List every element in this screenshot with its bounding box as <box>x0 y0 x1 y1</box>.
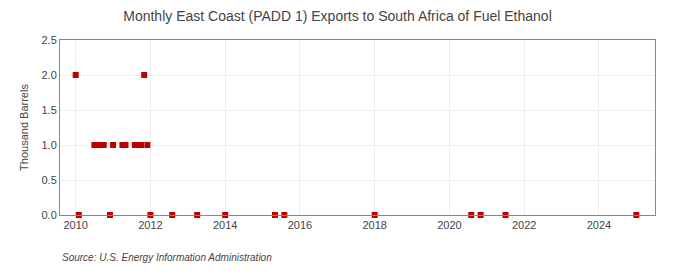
svg-text:2.5: 2.5 <box>42 34 57 46</box>
svg-text:2014: 2014 <box>213 219 237 231</box>
svg-text:1.5: 1.5 <box>42 104 57 116</box>
svg-text:2018: 2018 <box>362 219 386 231</box>
svg-text:2016: 2016 <box>288 219 312 231</box>
svg-text:2.0: 2.0 <box>42 69 57 81</box>
svg-text:Source: U.S. Energy Informatio: Source: U.S. Energy Information Administ… <box>62 252 272 263</box>
svg-text:0.5: 0.5 <box>42 174 57 186</box>
svg-text:2012: 2012 <box>138 219 162 231</box>
svg-text:1.0: 1.0 <box>42 139 57 151</box>
svg-text:Monthly East Coast (PADD 1) Ex: Monthly East Coast (PADD 1) Exports to S… <box>123 8 552 24</box>
svg-text:2022: 2022 <box>512 219 536 231</box>
svg-text:0.0: 0.0 <box>42 209 57 221</box>
svg-text:Thousand Barrels: Thousand Barrels <box>18 84 30 171</box>
svg-text:2024: 2024 <box>587 219 611 231</box>
svg-text:2020: 2020 <box>437 219 461 231</box>
svg-text:2010: 2010 <box>63 219 87 231</box>
